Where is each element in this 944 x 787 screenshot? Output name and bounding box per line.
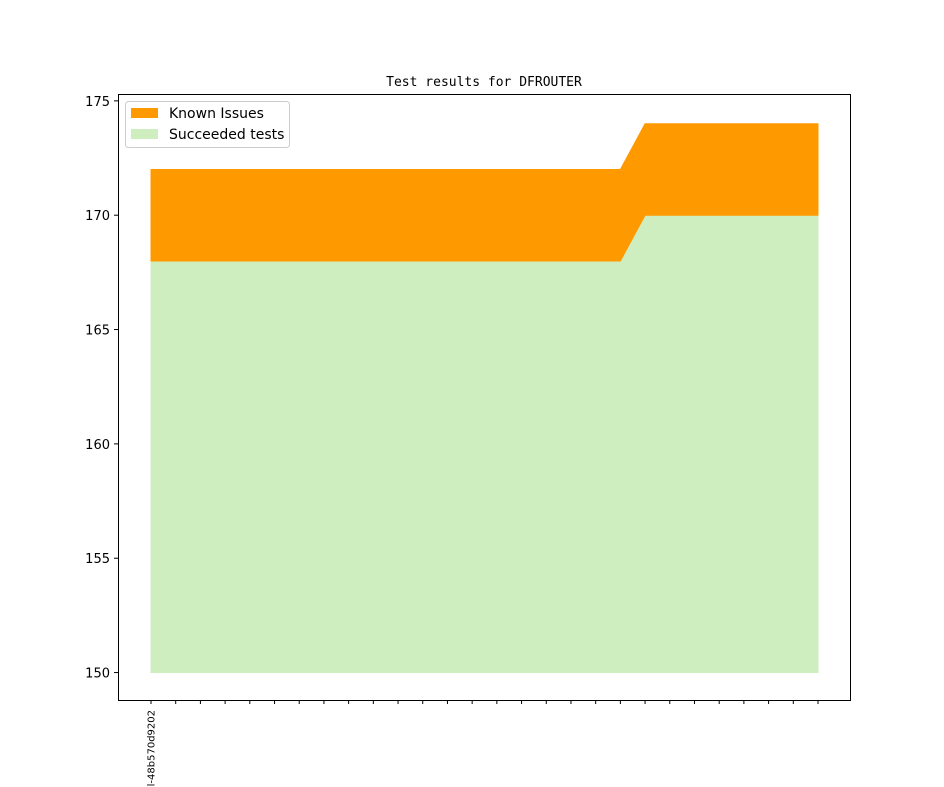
y-tick-label: 155 <box>85 552 110 567</box>
legend: Known Issues Succeeded tests <box>125 101 290 148</box>
legend-label: Succeeded tests <box>169 127 284 143</box>
legend-box <box>125 101 290 148</box>
area-series-succeeded-tests <box>150 214 819 674</box>
y-tick-label: 170 <box>85 209 110 224</box>
legend-label: Known Issues <box>169 106 264 122</box>
y-tick-label: 165 <box>85 324 110 339</box>
x-tick-label: l-48b570d9202 <box>147 710 158 786</box>
plot-frame <box>118 94 851 701</box>
y-tick-label: 175 <box>85 95 110 110</box>
area-series-known-issues <box>150 123 819 262</box>
y-tick-label: 150 <box>85 667 110 682</box>
x-axis-ticks: l-48b570d9202 <box>147 700 819 786</box>
chart-title: Test results for DFROUTER <box>386 75 582 90</box>
y-axis-ticks: 150 155 160 165 170 175 <box>85 95 118 682</box>
legend-swatch <box>131 129 158 139</box>
legend-swatch <box>131 108 158 118</box>
chart-areas <box>150 123 819 674</box>
y-tick-label: 160 <box>85 438 110 453</box>
